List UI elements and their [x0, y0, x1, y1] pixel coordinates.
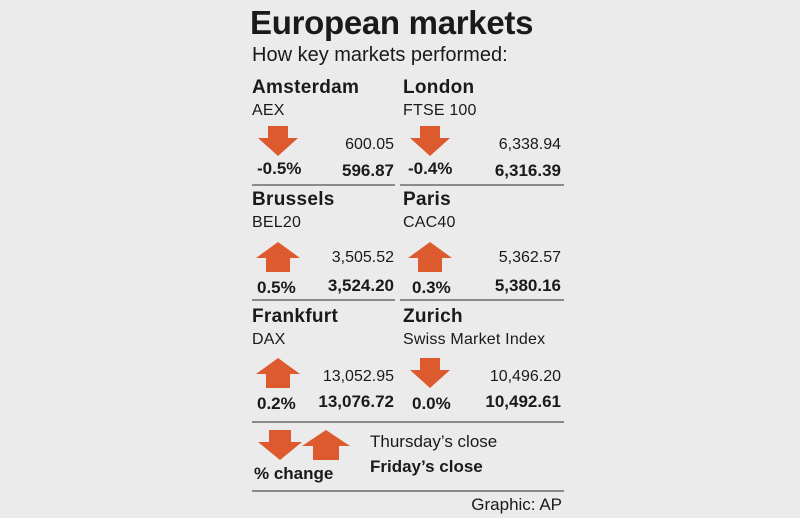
- pct-change-value: 0.2%: [257, 394, 296, 413]
- credit-line: Graphic: AP: [471, 495, 562, 514]
- divider: [400, 184, 564, 186]
- market-city-amsterdam: Amsterdam: [252, 77, 360, 98]
- pct-change-value: -0.4%: [408, 159, 453, 178]
- divider: [252, 184, 395, 186]
- up-arrow-icon: [256, 358, 300, 388]
- friday-close-value: 3,524.20: [327, 276, 394, 295]
- pct-change-value: 0.0%: [412, 394, 451, 413]
- pct-change-value: 0.5%: [257, 278, 296, 297]
- down-arrow-icon: [258, 126, 298, 156]
- thursday-close-value: 13,052.95: [322, 368, 394, 385]
- divider: [252, 490, 564, 492]
- up-arrow-icon: [256, 242, 300, 272]
- market-city-zurich: Zurich: [403, 306, 463, 327]
- thursday-close-value: 600.05: [345, 136, 394, 153]
- thursday-close-value: 6,338.94: [498, 136, 561, 153]
- up-arrow-icon: [408, 242, 452, 272]
- pct-change-value: 0.3%: [412, 278, 451, 297]
- market-index-aex: AEX: [252, 102, 285, 119]
- friday-close-value: 13,076.72: [318, 392, 394, 411]
- legend-thursday-label: Thursday’s close: [370, 432, 498, 451]
- down-arrow-icon: [258, 430, 302, 460]
- pct-change-value: -0.5%: [257, 159, 302, 178]
- market-index-bel20: BEL20: [252, 214, 302, 231]
- thursday-close-value: 10,496.20: [489, 368, 561, 385]
- friday-close-value: 596.87: [342, 161, 394, 180]
- friday-close-value: 5,380.16: [494, 276, 561, 295]
- market-index-ftse: FTSE 100: [403, 102, 477, 119]
- market-city-brussels: Brussels: [252, 189, 335, 210]
- legend-pct-change-label: % change: [254, 464, 334, 483]
- market-index-dax: DAX: [252, 331, 286, 348]
- market-index-smi: Swiss Market Index: [403, 331, 546, 348]
- thursday-close-value: 5,362.57: [498, 249, 561, 266]
- page-title: European markets: [250, 4, 534, 41]
- market-city-paris: Paris: [403, 189, 451, 210]
- divider: [252, 299, 395, 301]
- legend-friday-label: Friday’s close: [370, 457, 483, 476]
- friday-close-value: 10,492.61: [485, 392, 561, 411]
- market-index-cac40: CAC40: [403, 214, 456, 231]
- page-subtitle: How key markets performed:: [252, 44, 508, 66]
- divider: [252, 421, 564, 423]
- divider: [400, 299, 564, 301]
- up-arrow-icon: [302, 430, 350, 460]
- down-arrow-icon: [410, 358, 450, 388]
- market-city-london: London: [403, 77, 475, 98]
- down-arrow-icon: [410, 126, 450, 156]
- market-city-frankfurt: Frankfurt: [252, 306, 339, 327]
- friday-close-value: 6,316.39: [494, 161, 561, 180]
- thursday-close-value: 3,505.52: [331, 249, 394, 266]
